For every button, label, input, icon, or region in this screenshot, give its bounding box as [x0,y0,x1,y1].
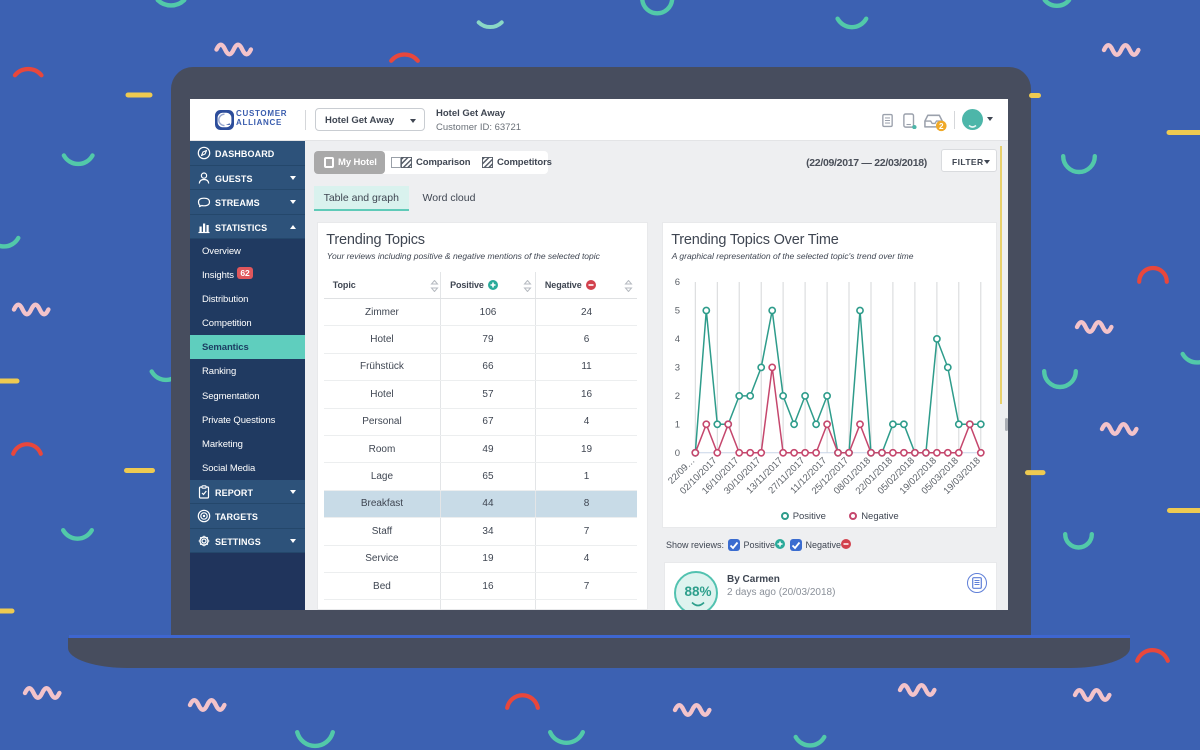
svg-text:2: 2 [939,122,944,131]
svg-text:5: 5 [674,306,679,317]
svg-text:3: 3 [674,362,679,373]
svg-text:1: 1 [674,419,679,430]
svg-text:0: 0 [674,448,679,459]
svg-text:6: 6 [674,277,679,288]
svg-text:4: 4 [674,334,679,345]
svg-text:2: 2 [674,391,679,402]
